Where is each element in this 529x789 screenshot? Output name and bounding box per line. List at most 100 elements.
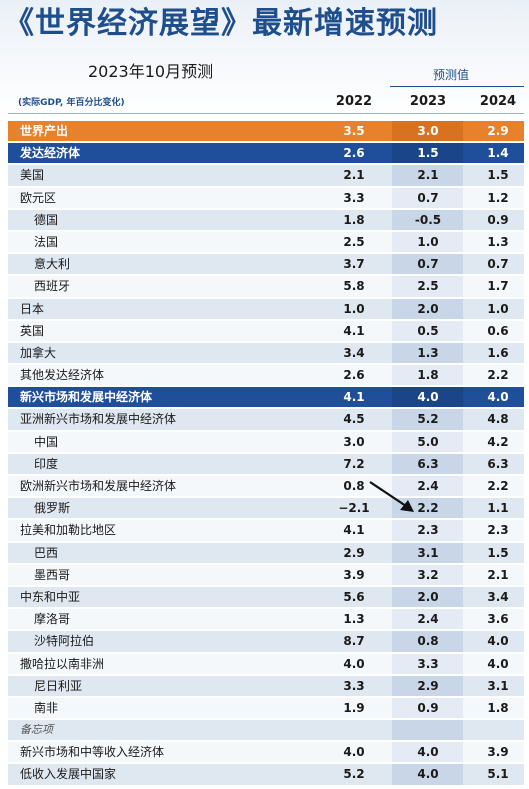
value-2024: 0.6 — [487, 323, 509, 338]
table-row: 南非 1.9 0.9 1.8 — [8, 697, 524, 719]
value-2023: 2.4 — [417, 479, 439, 493]
value-2023: 1.3 — [417, 345, 439, 360]
value-2022: 2.6 — [343, 146, 365, 161]
table-row: 发达经济体 2.6 1.5 1.4 — [8, 142, 524, 164]
value-2023: 2.5 — [417, 279, 439, 294]
value-2022: −2.1 — [338, 501, 370, 516]
value-2022: 5.2 — [343, 767, 365, 782]
row-label: 英国 — [20, 323, 45, 338]
forecast-column-shade — [392, 165, 463, 186]
forecast-column-shade — [392, 298, 463, 319]
value-2022: 3.0 — [343, 434, 365, 449]
table-row: 英国 4.1 0.5 0.6 — [8, 320, 524, 342]
table-row: 德国 1.8 -0.5 0.9 — [8, 209, 524, 231]
row-label: 印度 — [34, 456, 59, 471]
value-2023: 5.0 — [417, 434, 439, 449]
value-2022: 0.8 — [343, 479, 365, 493]
forecast-column-shade — [392, 254, 463, 275]
page-subtitle: 2023年10月预测 — [88, 62, 214, 81]
value-2024: 5.1 — [487, 767, 509, 782]
row-label: 中东和中亚 — [20, 589, 81, 604]
row-label: 西班牙 — [34, 279, 71, 294]
forecast-column-shade — [392, 542, 463, 563]
value-2024: 2.9 — [487, 124, 509, 138]
value-2022: 1.0 — [343, 301, 365, 316]
value-2023: 1.8 — [417, 368, 439, 383]
row-label: 沙特阿拉伯 — [34, 634, 95, 649]
row-label: 意大利 — [34, 257, 71, 272]
table-row: 其他发达经济体 2.6 1.8 2.2 — [8, 364, 524, 386]
value-2024: 3.1 — [487, 678, 509, 693]
table-row: 俄罗斯 −2.1 2.2 1.1 — [8, 497, 524, 519]
value-2022: 4.1 — [343, 390, 365, 405]
value-2024: 3.4 — [487, 589, 509, 604]
table-row: 亚洲新兴市场和发展中经济体 4.5 5.2 4.8 — [8, 408, 524, 430]
row-label: 拉美和加勒比地区 — [20, 523, 117, 538]
value-2024: 4.8 — [487, 412, 509, 427]
value-2024: 3.6 — [487, 612, 509, 627]
table-row: 法国 2.5 1.0 1.3 — [8, 231, 524, 253]
row-label: 尼日利亚 — [34, 678, 83, 693]
value-2024: 2.1 — [487, 567, 509, 582]
table-row: 拉美和加勒比地区 4.1 2.3 2.3 — [8, 519, 524, 541]
row-label: 世界产出 — [20, 124, 69, 138]
forecast-column-shade — [392, 653, 463, 674]
table-row: 沙特阿拉伯 8.7 0.8 4.0 — [8, 630, 524, 652]
value-2022: 4.0 — [343, 656, 365, 671]
table-row: 西班牙 5.8 2.5 1.7 — [8, 275, 524, 297]
table-row: 备忘项 — [8, 719, 524, 741]
value-2022: 5.6 — [343, 589, 365, 604]
value-2022: 8.7 — [343, 634, 365, 649]
row-label: 摩洛哥 — [34, 612, 71, 627]
value-2023: 2.0 — [417, 589, 439, 604]
value-2023: 4.0 — [417, 390, 439, 405]
value-2022: 7.2 — [343, 456, 365, 471]
value-2023: 1.0 — [417, 234, 439, 249]
forecast-column-shade — [392, 476, 463, 497]
forecast-table: 世界产出 3.5 3.0 2.9 发达经济体 2.6 1.5 1.4 美国 2.1 2.1 1.5 欧元… — [8, 120, 524, 786]
table-row: 美国 2.1 2.1 1.5 — [8, 164, 524, 186]
forecast-label: 预测值 — [433, 68, 470, 82]
value-2023: 0.7 — [417, 257, 439, 272]
row-label: 德国 — [34, 212, 59, 227]
forecast-column-shade — [392, 631, 463, 652]
row-label: 美国 — [20, 168, 45, 183]
row-label: 南非 — [34, 700, 59, 715]
value-2023: 2.0 — [417, 301, 439, 316]
value-2022: 4.5 — [343, 412, 365, 427]
value-2024: 3.9 — [487, 745, 509, 760]
column-header: (实际GDP, 年百分比变化) 2022 2023 2024 — [8, 90, 524, 114]
forecast-column-shade — [392, 320, 463, 341]
row-label: 俄罗斯 — [34, 501, 71, 516]
table-row: 新兴市场和发展中经济体 4.1 4.0 4.0 — [8, 386, 524, 408]
value-2024: 4.2 — [487, 434, 509, 449]
value-2024: 1.7 — [487, 279, 509, 294]
value-2024: 1.0 — [487, 301, 509, 316]
value-2022: 1.9 — [343, 700, 365, 715]
row-label: 其他发达经济体 — [20, 368, 105, 383]
row-label: 新兴市场和中等收入经济体 — [20, 745, 165, 760]
forecast-column-shade — [392, 143, 463, 164]
row-label: 撒哈拉以南非洲 — [20, 656, 105, 671]
value-2024: 2.3 — [487, 523, 509, 538]
unit-note: (实际GDP, 年百分比变化) — [18, 98, 125, 108]
value-2022: 4.0 — [343, 745, 365, 760]
year-2023-header: 2023 — [409, 94, 447, 109]
year-2022-header: 2022 — [335, 94, 373, 109]
value-2024: 1.3 — [487, 234, 509, 249]
forecast-column-shade — [392, 387, 463, 408]
value-2023: 4.0 — [417, 767, 439, 782]
row-label: 发达经济体 — [20, 146, 81, 161]
forecast-column-shade — [392, 609, 463, 630]
value-2024: 4.0 — [487, 390, 509, 405]
forecast-divider — [390, 86, 524, 87]
table-row: 加拿大 3.4 1.3 1.6 — [8, 342, 524, 364]
row-label: 欧洲新兴市场和发展中经济体 — [20, 479, 177, 493]
year-2024-header: 2024 — [479, 94, 517, 109]
value-2023: 3.2 — [417, 567, 439, 582]
value-2024: 1.4 — [487, 146, 509, 161]
value-2022: 2.9 — [343, 545, 365, 560]
forecast-column-shade — [392, 742, 463, 763]
value-2024: 0.9 — [487, 212, 509, 227]
